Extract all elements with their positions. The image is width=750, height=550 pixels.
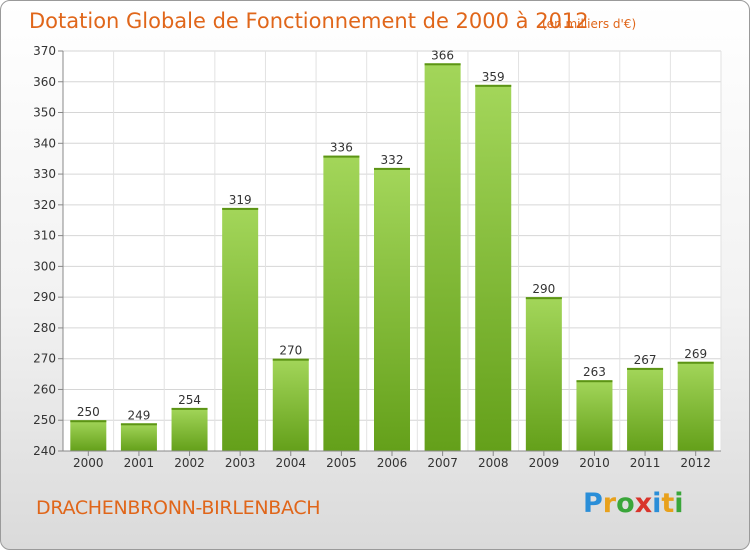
proxiti-logo: Proxiti [583, 488, 684, 519]
y-tick-label: 340 [33, 136, 56, 150]
logo-letter: t [661, 488, 675, 519]
x-tick-label-2004: 2004 [275, 456, 306, 470]
bar-2006 [374, 167, 410, 451]
chart-title: Dotation Globale de Fonctionnement de 20… [29, 9, 589, 33]
logo-letter: P [583, 488, 603, 519]
logo-letter: r [602, 488, 617, 519]
y-tick-label: 300 [33, 259, 56, 273]
x-tick-label-2012: 2012 [680, 456, 711, 470]
x-tick-label-2002: 2002 [174, 456, 205, 470]
bar-2005 [323, 155, 360, 451]
value-label-2012: 269 [684, 347, 707, 361]
bar-top-edge [475, 84, 512, 87]
value-label-2001: 249 [127, 408, 150, 422]
value-label-2005: 336 [330, 141, 353, 155]
value-label-2004: 270 [279, 344, 302, 358]
value-label-2002: 254 [178, 393, 201, 407]
bar-top-edge [70, 420, 107, 423]
logo-letter: i [652, 488, 662, 519]
value-labels: 250 249 254 319 270 336 332 366 359 290 263 267 269 [77, 48, 707, 422]
bars [70, 63, 714, 452]
x-tick-label-2001: 2001 [124, 456, 155, 470]
bar-top-edge [525, 297, 562, 300]
y-tick-label: 290 [33, 290, 56, 304]
logo-letter: o [616, 488, 635, 519]
y-tick-label: 280 [33, 321, 56, 335]
bar-2001 [120, 423, 157, 451]
bar-2008 [475, 84, 512, 451]
chart-unit-label: (en milliers d'€) [542, 17, 637, 31]
value-label-2008: 359 [482, 70, 505, 84]
value-label-2003: 319 [229, 193, 252, 207]
bar-top-edge [576, 380, 613, 383]
x-tick-label-2006: 2006 [377, 456, 408, 470]
logo-letter: x [634, 488, 653, 519]
bar-top-edge [222, 207, 259, 210]
bar-top-edge [120, 423, 157, 426]
x-tick-label-2009: 2009 [529, 456, 560, 470]
bar-top-edge [374, 167, 410, 170]
bar-2002 [171, 407, 208, 451]
y-tick-label: 350 [33, 106, 56, 120]
bar-2003 [222, 207, 259, 451]
value-label-2000: 250 [77, 405, 100, 419]
x-tick-label-2011: 2011 [630, 456, 661, 470]
bar-top-edge [323, 155, 360, 158]
bar-2004 [272, 358, 309, 451]
value-label-2007: 366 [431, 48, 454, 62]
y-tick-label: 360 [33, 75, 56, 89]
value-label-2011: 267 [634, 353, 657, 367]
x-tick-label-2010: 2010 [579, 456, 610, 470]
x-tick-label-2003: 2003 [225, 456, 256, 470]
y-tick-label: 330 [33, 167, 56, 181]
x-tick-label-2000: 2000 [73, 456, 104, 470]
bar-2009 [525, 297, 562, 451]
x-tick-label-2007: 2007 [427, 456, 458, 470]
bar-top-edge [424, 63, 461, 66]
y-tick-label: 270 [33, 352, 56, 366]
y-tick-label: 370 [33, 44, 56, 58]
value-label-2010: 263 [583, 365, 606, 379]
bar-2000 [70, 420, 107, 451]
bar-2012 [677, 361, 714, 451]
bar-top-edge [272, 358, 309, 361]
bar-2010 [576, 380, 613, 451]
x-tick-label-2005: 2005 [326, 456, 357, 470]
y-tick-label: 320 [33, 198, 56, 212]
value-label-2006: 332 [381, 153, 404, 167]
bar-top-edge [171, 407, 208, 410]
bar-top-edge [627, 367, 664, 370]
bar-top-edge [677, 361, 714, 364]
bar-2011 [627, 367, 664, 451]
logo-letter: i [674, 488, 684, 519]
y-tick-label: 240 [33, 444, 56, 458]
axes: 240 250 260 270 280 290 300 310 320 330 340 350 360 3… [33, 44, 721, 470]
commune-name: DRACHENBRONN-BIRLENBACH [36, 497, 321, 519]
y-tick-label: 310 [33, 229, 56, 243]
y-tick-label: 250 [33, 413, 56, 427]
x-tick-label-2008: 2008 [478, 456, 509, 470]
bar-2007 [424, 63, 461, 452]
y-tick-label: 260 [33, 382, 56, 396]
value-label-2009: 290 [532, 282, 555, 296]
